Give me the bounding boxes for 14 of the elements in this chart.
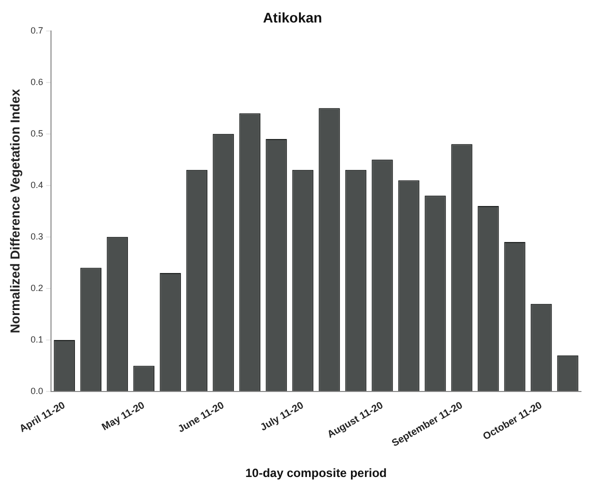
y-tick-label: 0.5 <box>30 128 44 138</box>
x-tick-label: May 11-20 <box>100 400 148 434</box>
y-tick-label: 0.6 <box>30 76 44 87</box>
y-tick-label: 0.3 <box>30 231 44 242</box>
y-tick-label: 0.0 <box>30 386 44 396</box>
y-tick-label: 0.2 <box>30 282 44 293</box>
y-axis-title: Normalized Difference Vegetation Index <box>7 88 22 334</box>
x-tick-label: June 11-20 <box>176 400 227 436</box>
y-tick-label: 0.1 <box>30 334 44 344</box>
x-tick-label: July 11-20 <box>258 400 306 434</box>
y-tick-label: 0.4 <box>30 180 44 190</box>
x-axis-title: 10-day composite period <box>245 466 387 480</box>
chart-title: Atikokan <box>262 9 322 26</box>
y-tick-label: 0.7 <box>30 25 44 36</box>
